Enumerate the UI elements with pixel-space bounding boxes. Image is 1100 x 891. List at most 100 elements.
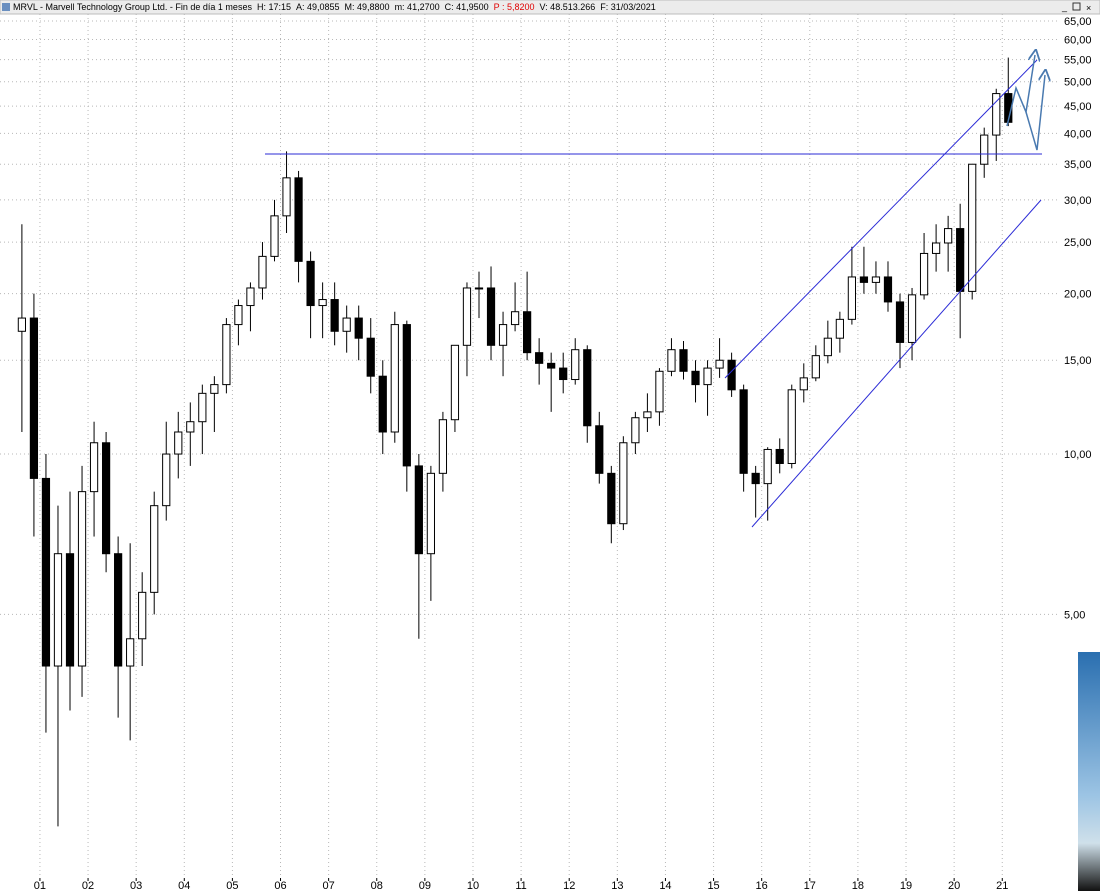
- candle-body: [258, 255, 267, 289]
- x-tick-label: 03: [130, 880, 142, 891]
- candle-body: [378, 375, 387, 433]
- candle-body: [703, 367, 712, 386]
- candle-body: [859, 276, 869, 283]
- candle-body: [607, 472, 616, 525]
- y-tick-label: 65,00: [1064, 16, 1092, 28]
- candle-body: [294, 177, 303, 262]
- candle-body: [763, 448, 772, 485]
- candle-body: [330, 299, 339, 332]
- candle-body: [715, 359, 724, 369]
- header-stat: V: 48.513.266: [540, 2, 596, 12]
- candle-body: [847, 276, 857, 320]
- y-tick-label: 40,00: [1064, 128, 1092, 140]
- candle-body: [270, 215, 279, 257]
- candle-body: [29, 317, 39, 479]
- candle-body: [234, 305, 243, 326]
- candle-body: [571, 349, 580, 381]
- candle-body: [510, 311, 520, 326]
- candle-body: [799, 377, 808, 391]
- candle-body: [486, 287, 496, 346]
- tick-labels: 5,00 10,00 15,00 20,00 25,00 30,00 35,00 40,00 4…: [34, 16, 1092, 891]
- grid: [0, 14, 1060, 878]
- candle-body: [101, 442, 111, 555]
- side-thumbnail: [1078, 652, 1100, 891]
- candle-body: [583, 349, 592, 427]
- candle-body: [895, 301, 905, 343]
- x-tick-label: 16: [756, 880, 768, 891]
- maximize-button[interactable]: [1072, 2, 1081, 11]
- candle-body: [787, 389, 796, 464]
- header-stats: H: 17:15 A: 49,0855 M: 49,8800 m: 41,2700 C:…: [257, 2, 656, 12]
- candle-body: [919, 252, 929, 296]
- x-tick-label: 05: [226, 880, 238, 891]
- candle-body: [956, 228, 965, 292]
- candle-body: [811, 355, 820, 379]
- x-tick-label: 18: [852, 880, 864, 891]
- candle-body: [450, 344, 460, 421]
- candle-body: [390, 324, 399, 433]
- candle-body: [679, 349, 688, 372]
- candle-body: [547, 362, 556, 369]
- y-tick-label: 20,00: [1064, 289, 1092, 301]
- candle-body: [65, 553, 75, 667]
- x-tick-label: 21: [996, 880, 1008, 891]
- x-tick-label: 11: [515, 880, 526, 891]
- candle-body: [186, 421, 195, 433]
- candle-body: [992, 93, 1001, 136]
- candle-body: [354, 317, 363, 339]
- candle-body: [619, 442, 628, 525]
- x-tick-label: 07: [323, 880, 335, 891]
- minimize-button[interactable]: _: [1061, 2, 1068, 12]
- candle-body: [318, 299, 327, 307]
- candle-body: [198, 392, 207, 423]
- header-bar: MRVL - Marvell Technology Group Ltd. - F…: [0, 0, 1100, 15]
- x-tick-label: 04: [178, 880, 190, 891]
- x-tick-label: 14: [659, 880, 671, 891]
- forecast-arrow: [1006, 55, 1035, 127]
- candle-body: [366, 337, 375, 377]
- x-tick-label: 09: [419, 880, 431, 891]
- candle-body: [835, 318, 844, 339]
- x-tick-label: 15: [707, 880, 719, 891]
- header-stat: M: 49,8800: [345, 2, 390, 12]
- candle-body: [462, 287, 472, 346]
- candle-body: [438, 419, 448, 474]
- candle-body: [823, 337, 832, 357]
- candle-body: [751, 472, 760, 485]
- y-tick-label: 30,00: [1064, 195, 1092, 207]
- y-tick-label: 55,00: [1064, 55, 1092, 67]
- candle-body: [871, 276, 881, 283]
- y-tick-label: 25,00: [1064, 237, 1092, 249]
- candle-body: [89, 442, 99, 493]
- candle-body: [41, 477, 51, 667]
- candle-body: [691, 370, 700, 386]
- candle-body: [402, 324, 411, 467]
- candle-body: [667, 349, 676, 372]
- plot-area: [17, 55, 1045, 827]
- header-stat: P : 5,8200: [494, 2, 535, 12]
- candle-body: [931, 242, 941, 254]
- x-tick-label: 10: [467, 880, 479, 891]
- x-tick-label: 13: [611, 880, 623, 891]
- candle-body: [222, 324, 231, 386]
- header-stat: m: 41,2700: [395, 2, 440, 12]
- x-tick-label: 17: [804, 880, 816, 891]
- candle-body: [523, 311, 532, 354]
- candle-body: [559, 367, 568, 381]
- close-button[interactable]: ×: [1086, 3, 1091, 13]
- x-tick-label: 06: [274, 880, 286, 891]
- candle-body: [595, 425, 604, 474]
- x-tick-label: 20: [948, 880, 960, 891]
- candle-body: [944, 228, 953, 244]
- y-tick-label: 5,00: [1064, 609, 1085, 621]
- x-tick-label: 08: [371, 880, 383, 891]
- candle-body: [775, 448, 784, 464]
- header-stat: C: 41,9500: [445, 2, 489, 12]
- candle-body: [426, 472, 435, 555]
- candle-body: [17, 317, 27, 332]
- candle-body: [210, 384, 219, 394]
- candle-body: [342, 317, 351, 332]
- header-stat: F: 31/03/2021: [600, 2, 656, 12]
